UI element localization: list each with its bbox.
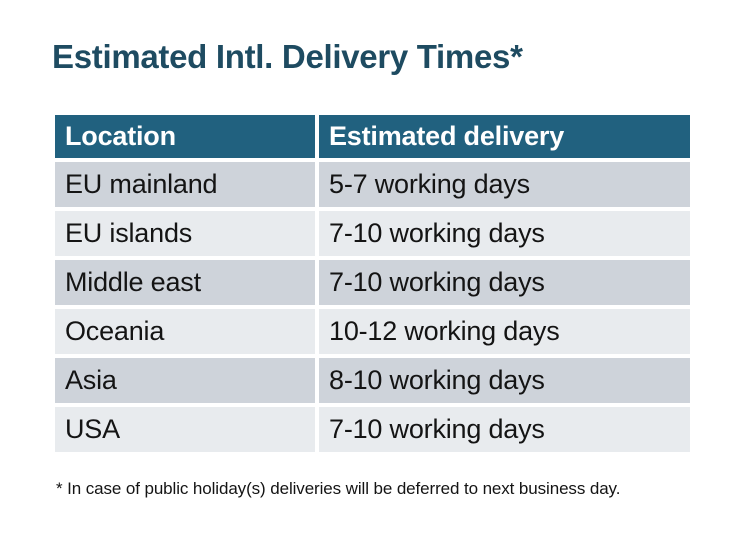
delivery-times-table: Location Estimated delivery EU mainland … xyxy=(55,115,690,452)
cell-location-middle-east: Middle east xyxy=(55,260,315,305)
cell-location-asia: Asia xyxy=(55,358,315,403)
cell-location-oceania: Oceania xyxy=(55,309,315,354)
cell-delivery-oceania: 10-12 working days xyxy=(319,309,690,354)
page-title: Estimated Intl. Delivery Times* xyxy=(52,38,523,75)
column-header-estimated-delivery: Estimated delivery xyxy=(319,115,690,158)
cell-location-eu-islands: EU islands xyxy=(55,211,315,256)
cell-delivery-asia: 8-10 working days xyxy=(319,358,690,403)
cell-delivery-usa: 7-10 working days xyxy=(319,407,690,452)
cell-delivery-eu-mainland: 5-7 working days xyxy=(319,162,690,207)
footnote: * In case of public holiday(s) deliverie… xyxy=(56,479,621,498)
cell-location-usa: USA xyxy=(55,407,315,452)
cell-delivery-eu-islands: 7-10 working days xyxy=(319,211,690,256)
column-header-location: Location xyxy=(55,115,315,158)
cell-location-eu-mainland: EU mainland xyxy=(55,162,315,207)
cell-delivery-middle-east: 7-10 working days xyxy=(319,260,690,305)
